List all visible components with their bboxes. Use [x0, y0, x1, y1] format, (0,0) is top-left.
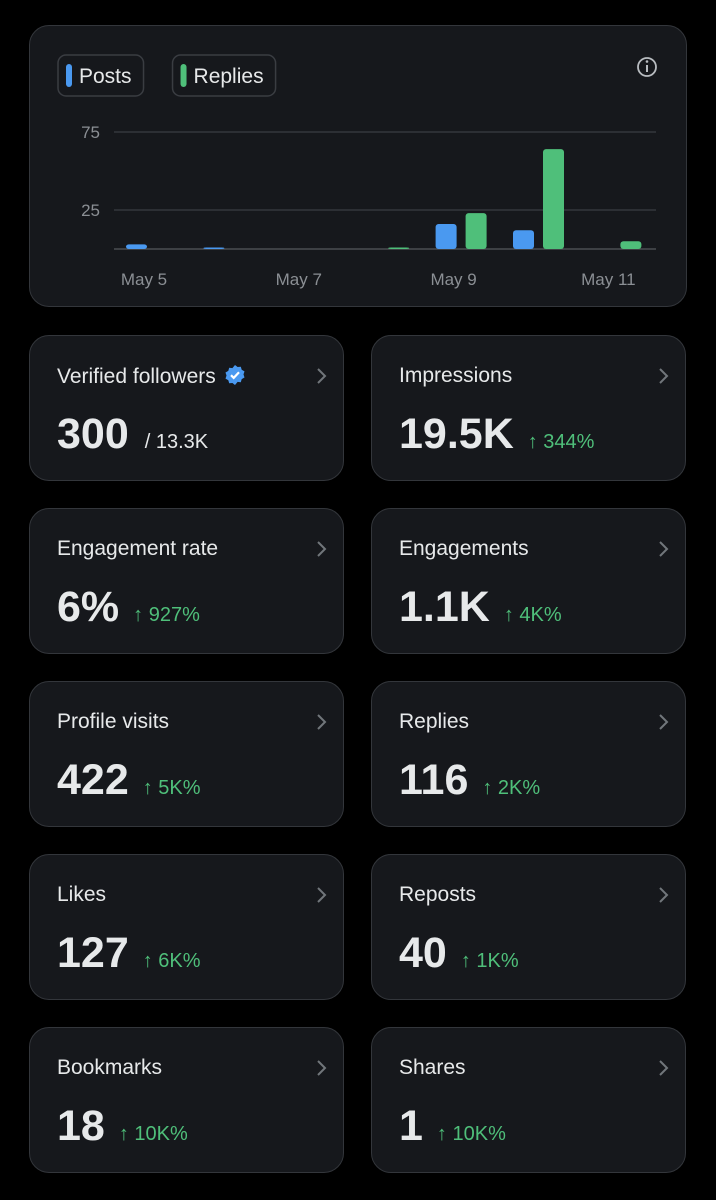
- stat-card[interactable]: Replies 116 ↑ 2K%: [371, 681, 686, 827]
- legend-chip: [57, 54, 145, 97]
- stat-card[interactable]: Likes 127 ↑ 6K%: [29, 854, 344, 1000]
- bar: [513, 230, 534, 249]
- card-value-number: 300: [57, 410, 129, 458]
- card-change: ↑ 10K%: [436, 1123, 506, 1145]
- card-change: ↑ 927%: [133, 604, 200, 626]
- card-value: 6% ↑ 927%: [57, 583, 200, 632]
- chevron: [659, 714, 669, 730]
- bar: [620, 241, 642, 249]
- stat-card[interactable]: Impressions 19.5K ↑ 344%: [371, 335, 686, 481]
- card-title: Shares: [399, 1056, 466, 1079]
- card-change: ↑ 344%: [527, 431, 595, 453]
- bar: [543, 149, 564, 249]
- card-change: ↑ 2K%: [482, 777, 541, 799]
- y-tick-label: 25: [81, 201, 100, 220]
- legend-swatch: [180, 64, 187, 87]
- verified-badge: [225, 365, 245, 385]
- card-change: ↑ 4K%: [503, 604, 562, 626]
- bar: [126, 244, 147, 249]
- card-value-number: 40: [399, 929, 447, 977]
- card-value-number: 18: [57, 1102, 105, 1150]
- card-title: Engagement rate: [57, 537, 219, 560]
- card-value: 18 ↑ 10K%: [57, 1102, 188, 1151]
- card-value: 1.1K ↑ 4K%: [399, 583, 562, 632]
- legend-label: Replies: [194, 65, 264, 88]
- card-value-number: 1: [399, 1102, 423, 1150]
- card-change: ↑ 6K%: [142, 950, 201, 972]
- card-value: 1 ↑ 10K%: [399, 1102, 506, 1151]
- card-value: 116 ↑ 2K%: [399, 756, 540, 805]
- legend-swatch: [66, 64, 72, 87]
- card-value-number: 19.5K: [399, 410, 514, 458]
- legend-chip: [171, 54, 277, 97]
- stat-card[interactable]: Engagement rate 6% ↑ 927%: [29, 508, 344, 654]
- stat-card[interactable]: Verified followers 300 / 13.3K: [29, 335, 344, 481]
- chevron: [659, 887, 669, 903]
- stat-card[interactable]: Reposts 40 ↑ 1K%: [371, 854, 686, 1000]
- bar: [435, 224, 457, 249]
- chart: 25 75 Posts Replies May 5 May 7 May 9 May 11: [57, 54, 657, 289]
- card-title: Reposts: [399, 883, 477, 906]
- card-value-number: 116: [399, 756, 469, 804]
- chart-card: 25 75 Posts Replies May 5 May 7 May 9 May 11: [29, 25, 687, 307]
- chevron: [317, 368, 327, 384]
- card-title: Bookmarks: [57, 1056, 163, 1079]
- card-value: 19.5K ↑ 344%: [399, 410, 594, 459]
- chevron: [659, 368, 669, 384]
- x-tick-label: May 11: [581, 270, 636, 289]
- stat-card[interactable]: Engagements 1.1K ↑ 4K%: [371, 508, 686, 654]
- bar: [203, 247, 225, 249]
- card-title: Impressions: [399, 364, 513, 387]
- stat-card[interactable]: Bookmarks 18 ↑ 10K%: [29, 1027, 344, 1173]
- card-title: Verified followers: [57, 364, 246, 389]
- card-total: / 13.3K: [144, 431, 209, 453]
- chevron: [317, 887, 327, 903]
- card-title: Replies: [399, 710, 470, 733]
- card-value-number: 1.1K: [399, 583, 490, 631]
- y-tick-label: 75: [81, 123, 100, 142]
- legend-item[interactable]: Posts: [57, 54, 145, 97]
- bar: [465, 213, 487, 249]
- card-change: ↑ 10K%: [118, 1123, 188, 1145]
- chevron: [317, 714, 327, 730]
- stat-card[interactable]: Profile visits 422 ↑ 5K%: [29, 681, 344, 827]
- card-change: ↑ 1K%: [460, 950, 519, 972]
- card-title: Likes: [57, 883, 107, 906]
- x-tick-label: May 5: [121, 270, 167, 289]
- chevron: [317, 1060, 327, 1076]
- card-value: 40 ↑ 1K%: [399, 929, 519, 978]
- card-value: 127 ↑ 6K%: [57, 929, 201, 978]
- card-change: ↑ 5K%: [142, 777, 201, 799]
- card-value-number: 6%: [57, 583, 120, 631]
- x-tick-label: May 9: [430, 270, 476, 289]
- card-value-number: 127: [57, 929, 129, 977]
- stat-card[interactable]: Shares 1 ↑ 10K%: [371, 1027, 686, 1173]
- legend-label: Posts: [79, 65, 132, 88]
- card-title: Profile visits: [57, 710, 170, 733]
- chevron: [659, 1060, 669, 1076]
- card-value: 300 / 13.3K: [57, 410, 208, 459]
- card-value-number: 422: [57, 756, 129, 804]
- chevron: [317, 541, 327, 557]
- card-value: 422 ↑ 5K%: [57, 756, 201, 805]
- chevron: [659, 541, 669, 557]
- legend-item[interactable]: Replies: [171, 54, 277, 97]
- bar: [388, 247, 410, 249]
- card-title: Engagements: [399, 537, 529, 560]
- info-icon[interactable]: [637, 57, 657, 77]
- x-tick-label: May 7: [276, 270, 322, 289]
